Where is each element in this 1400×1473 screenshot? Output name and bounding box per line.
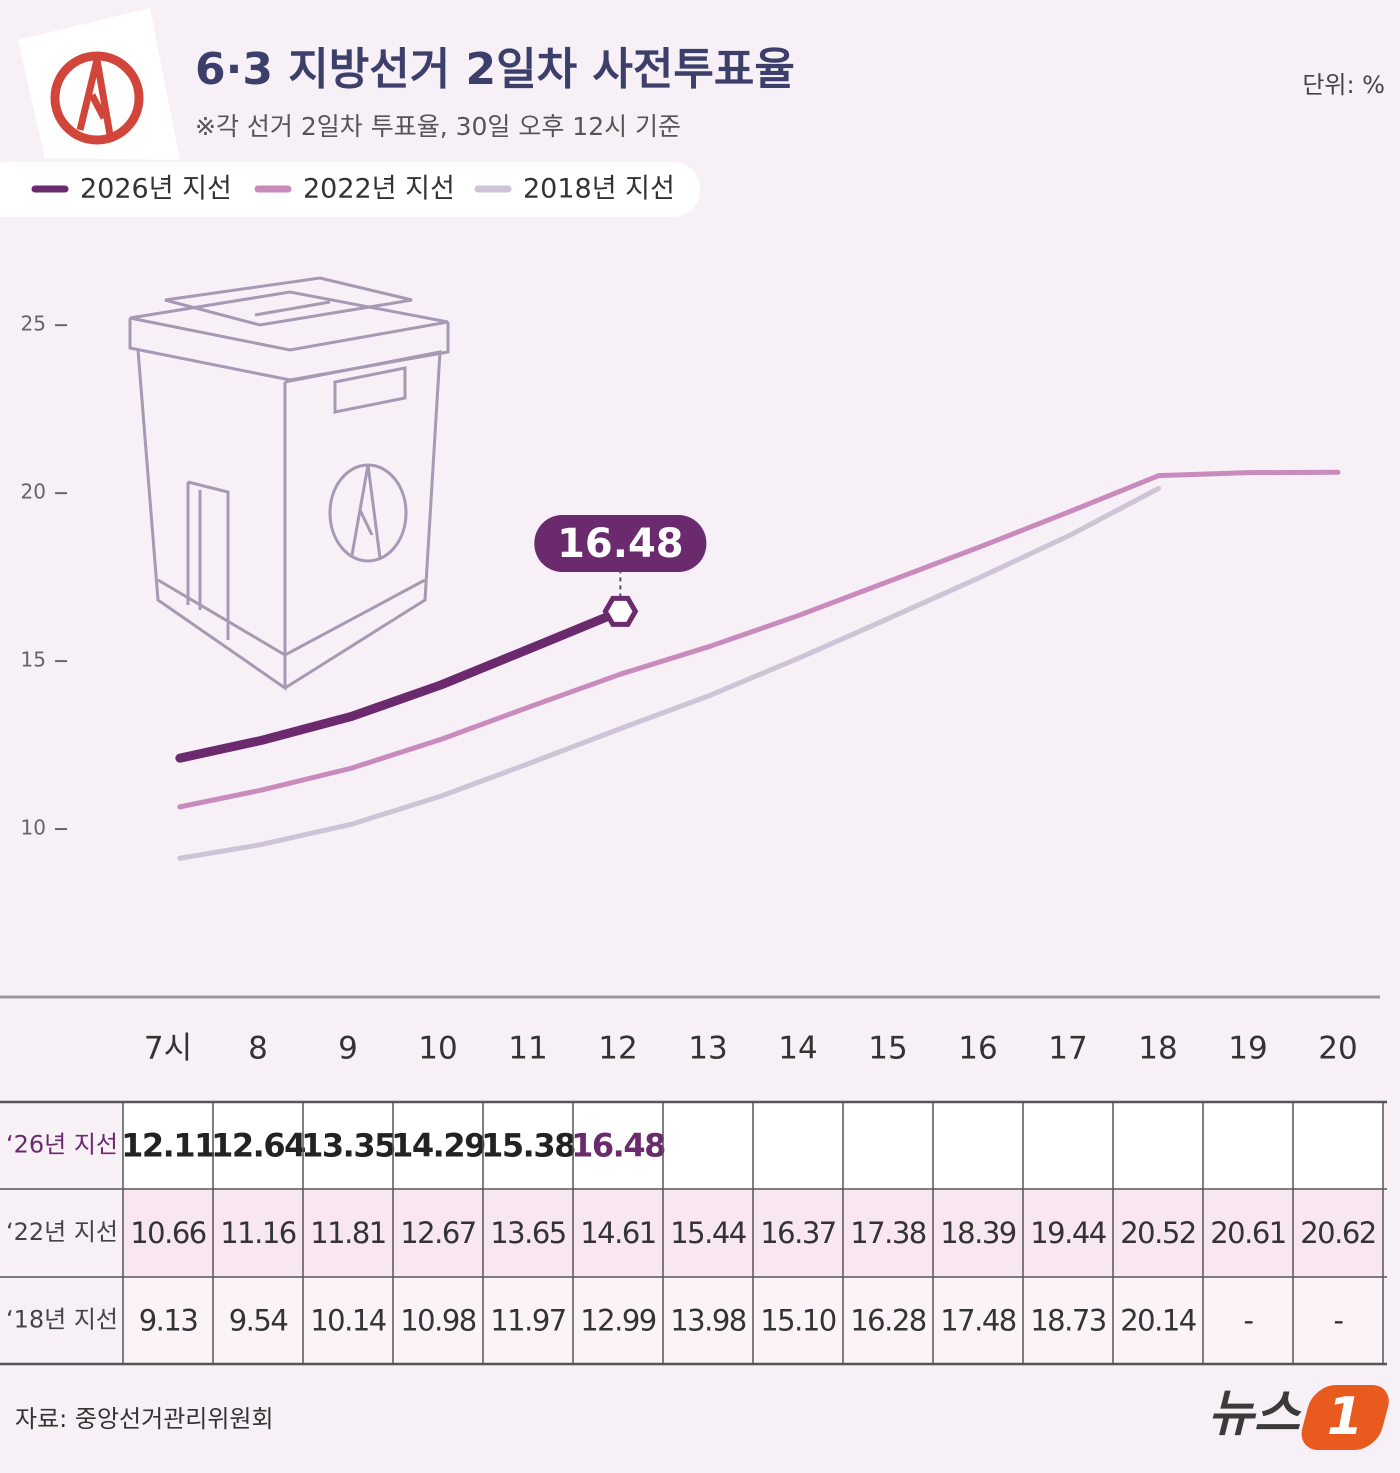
series-line — [177, 469, 1341, 810]
x-tick-label: 11 — [508, 1031, 547, 1067]
table-value: 9.13 — [139, 1304, 198, 1338]
ballot-box — [128, 276, 450, 691]
table-value: 17.48 — [940, 1304, 1016, 1338]
legend-label: 2022년 지선 — [303, 174, 455, 205]
series-line — [175, 606, 625, 763]
table-value: - — [1244, 1304, 1254, 1338]
unit: 단위: % — [1302, 71, 1385, 99]
x-tick-label: 17 — [1048, 1031, 1087, 1067]
logo-mark: 1 — [1327, 1387, 1363, 1447]
row-label: ‘26년 지선 — [6, 1131, 118, 1159]
table-value: 20.62 — [1300, 1216, 1376, 1250]
table-value: 10.66 — [130, 1216, 206, 1250]
table-value: 20.61 — [1210, 1216, 1286, 1250]
table-value: 13.65 — [490, 1216, 566, 1250]
table-value: 18.73 — [1030, 1304, 1106, 1338]
table-value: 13.35 — [301, 1127, 395, 1165]
table-value: 14.29 — [391, 1127, 485, 1165]
legend-label: 2026년 지선 — [80, 174, 232, 205]
table-value: 12.64 — [211, 1127, 305, 1165]
table-value: 15.10 — [760, 1304, 836, 1338]
table-value: 17.38 — [850, 1216, 926, 1250]
table-value: 12.99 — [580, 1304, 656, 1338]
table-value: 20.52 — [1120, 1216, 1196, 1250]
table-value: 11.97 — [490, 1304, 566, 1338]
y-tick-label: 10 — [21, 816, 46, 840]
x-tick-label: 12 — [598, 1031, 637, 1067]
x-tick-label: 10 — [418, 1031, 457, 1067]
title: 6·3 지방선거 2일차 사전투표율 — [195, 44, 795, 95]
x-tick-label: 16 — [958, 1031, 997, 1067]
plot: 16.48 — [175, 469, 1341, 861]
table-value: 14.61 — [580, 1216, 656, 1250]
table-value: 16.37 — [760, 1216, 836, 1250]
x-tick-label: 8 — [248, 1031, 268, 1067]
point-marker — [602, 595, 639, 627]
table-value: 10.14 — [310, 1304, 386, 1338]
x-tick-label: 15 — [868, 1031, 907, 1067]
table-value: 20.14 — [1120, 1304, 1196, 1338]
callout-label: 16.48 — [557, 521, 684, 567]
x-tick-label: 14 — [778, 1031, 817, 1067]
table-value: - — [1334, 1304, 1344, 1338]
table-value: 10.98 — [400, 1304, 476, 1338]
table-value: 11.16 — [220, 1216, 296, 1250]
row-label: ‘22년 지선 — [6, 1218, 118, 1246]
x-tick-label: 13 — [688, 1031, 727, 1067]
table-value: 18.39 — [940, 1216, 1016, 1250]
table-value: 15.44 — [670, 1216, 746, 1250]
logo-badge — [1301, 1385, 1389, 1450]
y-tick-label: 20 — [21, 480, 46, 504]
table-value: 12.67 — [400, 1216, 476, 1250]
x-tick-label: 7시 — [144, 1031, 192, 1067]
table-value: 11.81 — [310, 1216, 386, 1250]
row-label: ‘18년 지선 — [6, 1306, 118, 1334]
callout-box — [534, 515, 707, 572]
y-tick-label: 25 — [21, 312, 46, 336]
legend-box — [0, 162, 700, 217]
logo-text: 뉴스 — [1208, 1385, 1302, 1443]
source: 자료: 중앙선거관리위원회 — [15, 1405, 274, 1433]
table-value: 15.38 — [481, 1127, 575, 1165]
y-tick-label: 15 — [21, 648, 46, 672]
table-value: 9.54 — [229, 1304, 288, 1338]
table-value: 16.28 — [850, 1304, 926, 1338]
table-value: 13.98 — [670, 1304, 746, 1338]
logo: 뉴스 1 — [1208, 1385, 1389, 1450]
table-value: 12.11 — [121, 1127, 215, 1165]
series-line — [177, 485, 1162, 861]
x-tick-label: 19 — [1228, 1031, 1267, 1067]
table-value: 19.44 — [1030, 1216, 1106, 1250]
x-tick-label: 18 — [1138, 1031, 1177, 1067]
legend-label: 2018년 지선 — [523, 174, 675, 205]
x-tick-label: 20 — [1318, 1031, 1357, 1067]
x-tick-label: 9 — [338, 1031, 358, 1067]
subtitle: ※각 선거 2일차 투표율, 30일 오후 12시 기준 — [195, 112, 681, 141]
table-value: 16.48 — [571, 1127, 665, 1165]
ballot-icon — [18, 8, 180, 160]
